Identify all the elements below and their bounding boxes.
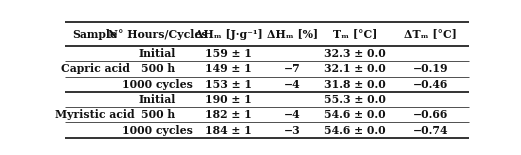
- Text: Sample: Sample: [72, 29, 118, 40]
- Text: 500 h: 500 h: [141, 109, 175, 120]
- Text: 182 ± 1: 182 ± 1: [205, 109, 252, 120]
- Text: −0.66: −0.66: [413, 109, 448, 120]
- Text: 32.1 ± 0.0: 32.1 ± 0.0: [324, 63, 386, 74]
- Text: −4: −4: [284, 109, 301, 120]
- Text: −0.19: −0.19: [413, 63, 448, 74]
- Text: Tₘ [°C]: Tₘ [°C]: [332, 29, 377, 40]
- Text: −0.74: −0.74: [413, 125, 448, 136]
- Text: ΔHₘ [%]: ΔHₘ [%]: [267, 29, 318, 40]
- Text: 149 ± 1: 149 ± 1: [205, 63, 252, 74]
- Text: 159 ± 1: 159 ± 1: [205, 48, 252, 59]
- Text: N° Hours/Cycles: N° Hours/Cycles: [108, 29, 207, 40]
- Text: Initial: Initial: [139, 48, 176, 59]
- Text: 153 ± 1: 153 ± 1: [205, 79, 252, 90]
- Text: 1000 cycles: 1000 cycles: [122, 79, 193, 90]
- Text: ΔTₘ [°C]: ΔTₘ [°C]: [404, 29, 457, 40]
- Text: Capric acid: Capric acid: [60, 63, 129, 74]
- Text: 190 ± 1: 190 ± 1: [205, 94, 252, 105]
- Text: 31.8 ± 0.0: 31.8 ± 0.0: [324, 79, 386, 90]
- Text: 500 h: 500 h: [141, 63, 175, 74]
- Text: 54.6 ± 0.0: 54.6 ± 0.0: [324, 109, 386, 120]
- Text: −0.46: −0.46: [413, 79, 448, 90]
- Text: 184 ± 1: 184 ± 1: [205, 125, 252, 136]
- Text: 54.6 ± 0.0: 54.6 ± 0.0: [324, 125, 386, 136]
- Text: Initial: Initial: [139, 94, 176, 105]
- Text: Myristic acid: Myristic acid: [55, 109, 135, 120]
- Text: −7: −7: [284, 63, 301, 74]
- Text: −3: −3: [284, 125, 301, 136]
- Text: ΔHₘ [J·g⁻¹]: ΔHₘ [J·g⁻¹]: [195, 29, 263, 40]
- Text: −4: −4: [284, 79, 301, 90]
- Text: 1000 cycles: 1000 cycles: [122, 125, 193, 136]
- Text: 32.3 ± 0.0: 32.3 ± 0.0: [324, 48, 386, 59]
- Text: 55.3 ± 0.0: 55.3 ± 0.0: [324, 94, 386, 105]
